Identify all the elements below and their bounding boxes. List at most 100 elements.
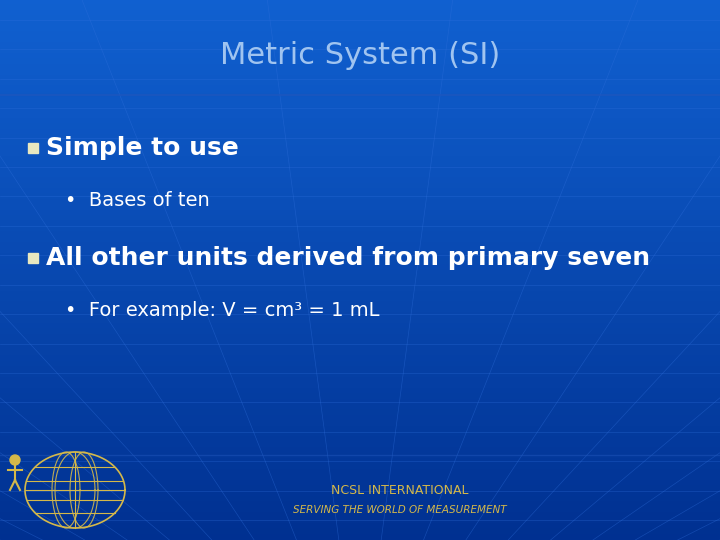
Bar xyxy=(0,259,720,265)
Bar xyxy=(28,253,38,263)
Bar xyxy=(0,140,720,146)
Bar xyxy=(0,502,720,508)
Bar xyxy=(0,464,720,470)
Bar xyxy=(0,286,720,292)
Text: •  Bases of ten: • Bases of ten xyxy=(65,191,210,210)
Bar xyxy=(0,394,720,400)
Bar xyxy=(0,356,720,362)
Bar xyxy=(0,427,720,432)
Bar xyxy=(0,529,720,535)
Bar xyxy=(0,27,720,32)
Bar xyxy=(0,410,720,416)
Bar xyxy=(0,518,720,524)
Bar xyxy=(0,254,720,259)
Bar xyxy=(0,319,720,324)
Bar xyxy=(0,81,720,86)
Bar xyxy=(0,221,720,227)
Bar xyxy=(0,194,720,200)
Bar xyxy=(0,54,720,59)
Bar xyxy=(0,297,720,302)
Bar xyxy=(0,351,720,356)
Bar xyxy=(0,130,720,135)
Bar xyxy=(0,378,720,383)
Bar xyxy=(0,292,720,297)
Bar xyxy=(28,143,38,153)
Bar xyxy=(0,32,720,38)
Bar xyxy=(0,146,720,151)
Bar xyxy=(0,270,720,275)
Bar xyxy=(0,346,720,351)
Bar xyxy=(0,400,720,405)
Bar xyxy=(0,367,720,373)
Bar xyxy=(0,443,720,448)
Bar xyxy=(0,324,720,329)
Bar xyxy=(0,275,720,281)
Bar xyxy=(0,459,720,464)
Bar xyxy=(0,238,720,243)
Text: SERVING THE WORLD OF MEASUREMENT: SERVING THE WORLD OF MEASUREMENT xyxy=(293,505,507,515)
Text: Metric System (SI): Metric System (SI) xyxy=(220,40,500,70)
Bar xyxy=(0,421,720,427)
Bar xyxy=(0,162,720,167)
Bar xyxy=(0,59,720,65)
Bar xyxy=(0,227,720,232)
Bar xyxy=(0,513,720,518)
Text: NCSL INTERNATIONAL: NCSL INTERNATIONAL xyxy=(331,483,469,496)
Bar xyxy=(0,524,720,529)
Bar xyxy=(0,211,720,216)
Bar xyxy=(0,437,720,443)
Bar xyxy=(0,65,720,70)
Bar xyxy=(0,216,720,221)
Bar xyxy=(0,38,720,43)
Bar xyxy=(0,157,720,162)
Bar xyxy=(0,119,720,124)
Bar xyxy=(0,11,720,16)
Bar xyxy=(0,178,720,184)
Bar xyxy=(0,97,720,103)
Bar xyxy=(0,184,720,189)
Bar xyxy=(0,43,720,49)
Bar xyxy=(0,302,720,308)
Bar xyxy=(0,113,720,119)
Bar xyxy=(0,535,720,540)
Bar xyxy=(0,497,720,502)
Bar xyxy=(0,308,720,313)
Bar xyxy=(0,70,720,76)
Bar xyxy=(0,16,720,22)
Text: All other units derived from primary seven: All other units derived from primary sev… xyxy=(46,246,650,270)
Bar xyxy=(0,313,720,319)
Text: Simple to use: Simple to use xyxy=(46,136,239,160)
Bar xyxy=(0,448,720,454)
Bar xyxy=(0,200,720,205)
Circle shape xyxy=(10,455,20,465)
Bar xyxy=(0,432,720,437)
Bar xyxy=(0,329,720,335)
Bar xyxy=(0,340,720,346)
Bar xyxy=(0,49,720,54)
Bar xyxy=(0,103,720,108)
Bar xyxy=(0,243,720,248)
Bar xyxy=(0,470,720,475)
Bar xyxy=(0,405,720,410)
Bar xyxy=(0,373,720,378)
Bar xyxy=(0,481,720,486)
Bar xyxy=(0,486,720,491)
Bar xyxy=(0,335,720,340)
Bar xyxy=(0,475,720,481)
Bar xyxy=(0,5,720,11)
Bar xyxy=(0,124,720,130)
Bar xyxy=(0,135,720,140)
Bar xyxy=(0,491,720,497)
Bar xyxy=(0,173,720,178)
Bar xyxy=(0,383,720,389)
Bar xyxy=(0,167,720,173)
Bar xyxy=(0,108,720,113)
Bar xyxy=(0,76,720,81)
Bar xyxy=(0,248,720,254)
Bar xyxy=(0,508,720,513)
Bar xyxy=(0,189,720,194)
Bar xyxy=(0,232,720,238)
Bar xyxy=(0,22,720,27)
Bar xyxy=(0,92,720,97)
Bar xyxy=(0,151,720,157)
